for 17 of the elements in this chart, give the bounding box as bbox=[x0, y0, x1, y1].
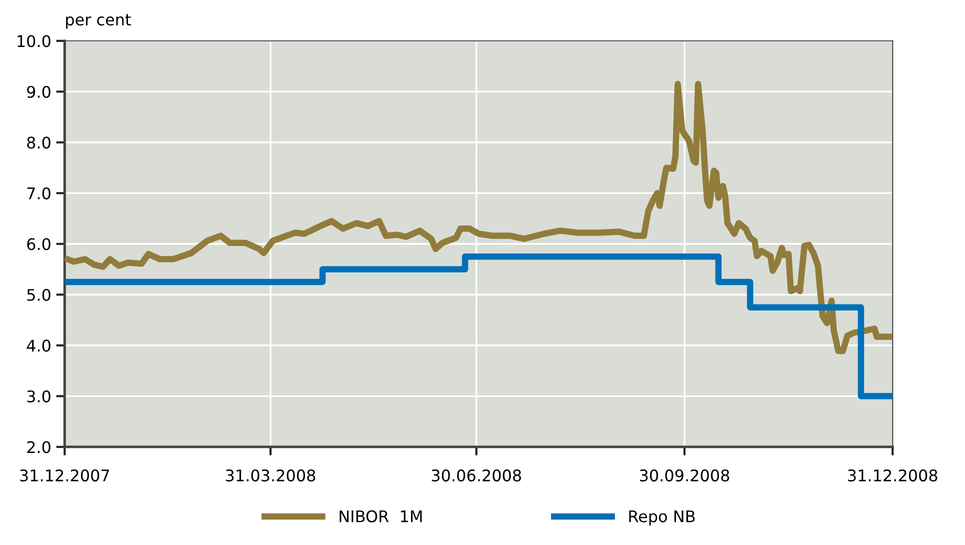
y-tick-label: 7.0 bbox=[27, 187, 50, 200]
y-tick-label: 2.0 bbox=[27, 441, 50, 454]
x-tick-label: 31.12.2007 bbox=[20, 469, 110, 482]
y-axis-title: per cent bbox=[66, 14, 131, 29]
y-tick-label: 9.0 bbox=[27, 86, 50, 98]
x-tick-label: 30.09.2008 bbox=[640, 469, 730, 482]
y-tick-label: 6.0 bbox=[27, 238, 50, 250]
y-tick-label: 4.0 bbox=[26, 340, 50, 352]
legend-label: Repo NB bbox=[629, 510, 695, 526]
x-tick-label: 30.06.2008 bbox=[432, 469, 522, 482]
x-tick-label: 31.12.2008 bbox=[848, 469, 938, 482]
y-tick-label: 3.0 bbox=[27, 390, 50, 402]
y-tick-label: 5.0 bbox=[27, 288, 50, 301]
legend-label: NIBOR 1M bbox=[340, 510, 422, 522]
y-tick-label: 8.0 bbox=[27, 136, 50, 149]
y-tick-label: 10.0 bbox=[18, 35, 50, 48]
x-tick-label: 31.03.2008 bbox=[226, 469, 316, 482]
